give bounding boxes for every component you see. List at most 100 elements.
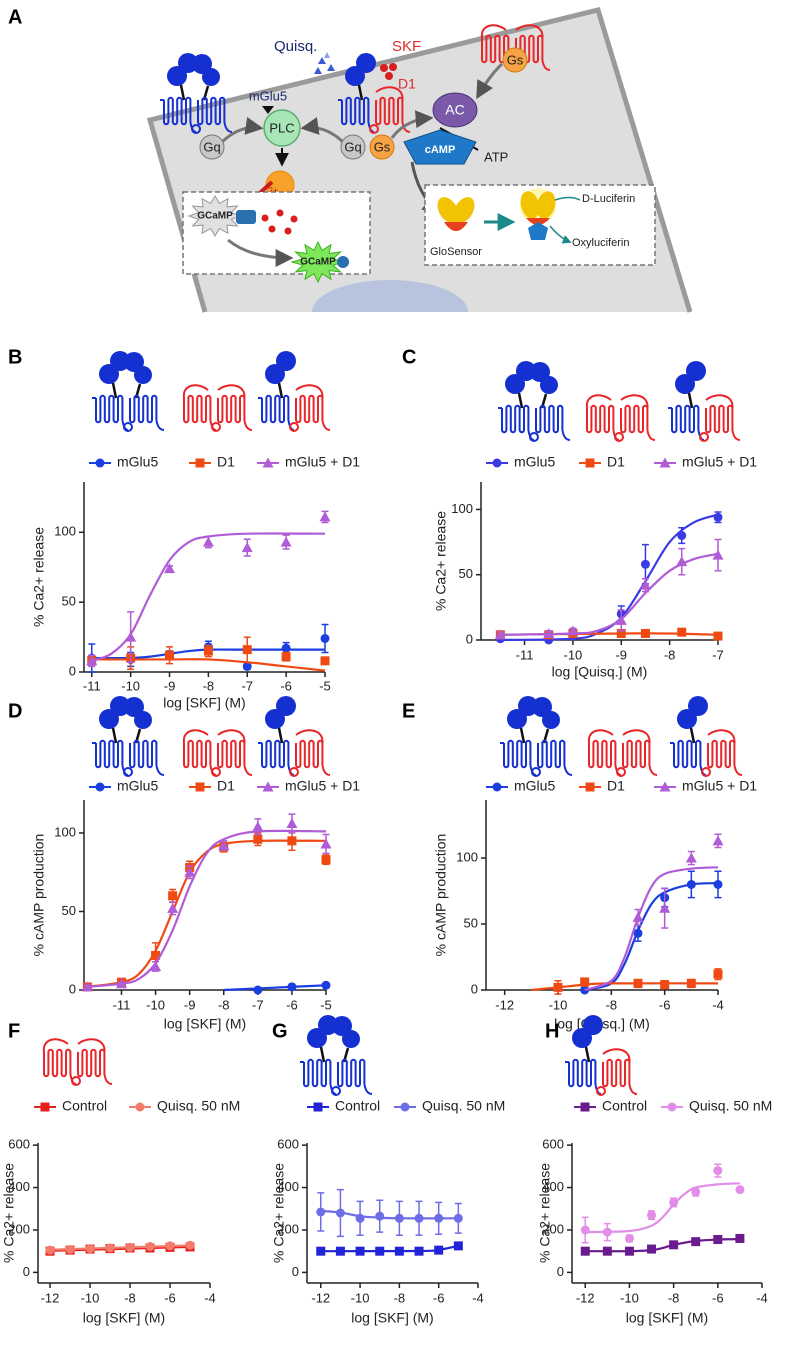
data-point	[494, 629, 506, 640]
x-tick-label: -9	[615, 647, 627, 662]
g-protein	[199, 134, 225, 160]
x-axis-label: log [SKF] (M)	[351, 1310, 433, 1326]
c-terminus	[155, 764, 165, 776]
enzyme-lobe	[437, 197, 459, 223]
n-terminus	[295, 729, 324, 744]
legend-marker	[195, 782, 205, 792]
data-point	[394, 1246, 404, 1256]
x-tick-label: -4	[204, 1290, 216, 1305]
transmembrane	[481, 34, 510, 64]
transmembrane	[705, 404, 734, 434]
y-axis-label: % Ca2+ release	[271, 1163, 287, 1263]
x-tick-label: -6	[712, 1290, 724, 1305]
transmembrane	[671, 404, 700, 434]
transmembrane	[303, 1058, 332, 1088]
data-point	[241, 542, 253, 553]
x-tick-label: -8	[606, 997, 618, 1012]
data-point	[580, 1225, 590, 1235]
data-point	[615, 614, 627, 625]
x-tick-label: -4	[712, 997, 724, 1012]
receptor-icon	[258, 351, 331, 432]
y-tick-label: 200	[8, 1221, 30, 1236]
stalk	[179, 84, 186, 101]
data-point	[184, 866, 196, 877]
stalk	[519, 727, 526, 744]
transmembrane	[535, 404, 564, 434]
data-point	[202, 536, 214, 547]
transmembrane	[261, 739, 290, 769]
y-axis-label: % cAMP production	[31, 834, 47, 957]
ion	[276, 209, 284, 217]
y-tick-label: 100	[451, 501, 473, 516]
c-terminus	[646, 429, 656, 441]
plc-node	[263, 109, 301, 147]
legend-label: Control	[602, 1098, 647, 1114]
data-point	[125, 631, 137, 642]
stalk	[111, 382, 118, 399]
legend-marker	[95, 782, 105, 792]
c-terminus-loop	[123, 422, 133, 432]
chart-panel: H 0 200 400 600 -12 -10 -8 -6 -4 log [SKF] (M) % Ca…	[537, 1015, 772, 1326]
ac-node	[432, 92, 478, 128]
c-terminus-loop	[211, 767, 221, 777]
data-point	[319, 511, 331, 522]
transmembrane	[673, 739, 702, 769]
receptor-icon	[668, 361, 741, 442]
data-point	[125, 1242, 135, 1252]
panel-letter: H	[545, 1020, 559, 1042]
data-point	[713, 631, 723, 641]
panel-letter: G	[272, 1020, 288, 1042]
c-terminus	[563, 764, 573, 776]
legend-marker	[585, 458, 595, 468]
transmembrane	[501, 404, 530, 434]
x-axis-label: log [SKF] (M)	[83, 1310, 165, 1326]
receptor-icon	[160, 53, 233, 134]
label: SKF	[392, 38, 421, 55]
transmembrane	[295, 394, 324, 424]
x-tick-label: -10	[563, 647, 582, 662]
chart-panel: F 0 200 400 600 -12 -10 -8 -6 -4 log [SKF] (M) % Ca…	[1, 1020, 241, 1325]
n-terminus	[77, 1038, 106, 1053]
data-point	[633, 978, 643, 988]
label: GloSensor	[430, 246, 482, 258]
legend-label: mGlu5 + D1	[682, 454, 757, 470]
panel-letter: B	[8, 346, 22, 368]
label: 2+	[268, 185, 278, 195]
y-tick-label: 0	[557, 1264, 564, 1279]
transmembrane	[503, 739, 532, 769]
n-terminus	[515, 24, 544, 39]
c-terminus-loop	[331, 1086, 341, 1096]
data-point	[167, 902, 179, 913]
y-tick-label: 0	[466, 631, 473, 646]
transmembrane	[375, 96, 404, 126]
legend-marker	[313, 1102, 323, 1112]
stalk	[687, 392, 694, 409]
data-point	[691, 1187, 701, 1197]
data-point	[647, 1244, 657, 1254]
label: PLC	[269, 120, 294, 135]
panel-a: A Quisq. SKF D1 mGlu5 PLC Gq Gq Gs Gs	[8, 6, 693, 313]
x-tick-label: -6	[433, 1290, 445, 1305]
x-tick-label: -12	[495, 997, 514, 1012]
binding-lobe	[583, 1015, 603, 1035]
c-terminus-loop	[191, 124, 201, 134]
x-tick-label: -8	[203, 678, 215, 693]
y-tick-label: 50	[62, 903, 76, 918]
data-point	[676, 556, 688, 567]
y-tick-label: 0	[292, 1264, 299, 1279]
n-terminus	[587, 729, 614, 744]
fit-curve	[49, 1244, 191, 1251]
fit-curve	[223, 984, 327, 992]
y-tick-label: 100	[54, 524, 76, 539]
c-terminus-loop	[529, 432, 539, 442]
data-point	[165, 1241, 175, 1251]
transmembrane	[620, 404, 649, 434]
n-terminus	[620, 394, 649, 409]
n-terminus	[707, 729, 736, 744]
legend-label: Quisq. 50 nM	[689, 1098, 772, 1114]
data-point	[81, 981, 93, 992]
x-tick-label: -7	[252, 997, 264, 1012]
nucleus	[312, 280, 468, 312]
x-tick-label: -4	[756, 1290, 768, 1305]
